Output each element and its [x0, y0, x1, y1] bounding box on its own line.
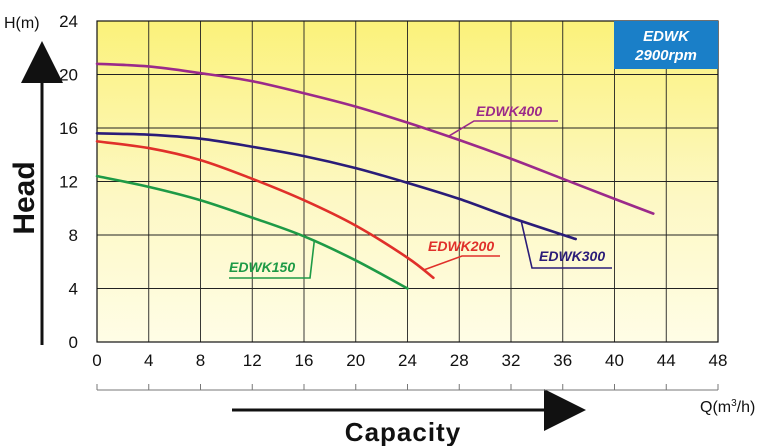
y-tick-label: 20	[59, 66, 78, 85]
badge-box	[614, 21, 718, 69]
series-line-edwk400	[95, 62, 655, 215]
x-tick-label: 20	[346, 351, 365, 370]
badge-line-2: 2900rpm	[634, 47, 697, 64]
x-tick-label: 36	[553, 351, 572, 370]
series-label-leader	[424, 255, 500, 271]
x-unit-label: Q(m3/h)	[700, 398, 755, 416]
series-labels: EDWK150 EDWK200 EDWK300 EDWK400	[229, 103, 612, 279]
y-tick-label: 16	[59, 119, 78, 138]
series-label-edwk300: EDWK300	[539, 248, 605, 264]
badge-line-1: EDWK	[643, 28, 690, 45]
series-label-edwk400: EDWK400	[476, 103, 542, 119]
model-badge: EDWK 2900rpm	[614, 21, 718, 69]
x-tick-label: 8	[196, 351, 205, 370]
series-label-leader	[520, 221, 612, 269]
x-tick-label: 48	[709, 351, 728, 370]
x-axis-label: Capacity	[345, 417, 461, 446]
x-tick-label: 12	[243, 351, 262, 370]
series-line-edwk150	[95, 174, 409, 290]
series-label-leader	[229, 240, 316, 279]
series-label-edwk200: EDWK200	[428, 238, 494, 254]
x-tick-label: 32	[502, 351, 521, 370]
x-tick-label: 24	[398, 351, 417, 370]
series-label-leader	[448, 120, 558, 137]
y-unit-label: H(m)	[4, 15, 40, 32]
series-line-edwk200	[95, 140, 435, 280]
x-tick-label: 40	[605, 351, 624, 370]
x-tick-label: 28	[450, 351, 469, 370]
x-scale-bar	[96, 384, 719, 391]
y-tick-label: 8	[69, 226, 78, 245]
series-label-edwk150: EDWK150	[229, 259, 295, 275]
x-tick-label: 0	[92, 351, 101, 370]
series-lines	[95, 62, 655, 290]
series-line-edwk300	[95, 132, 577, 241]
y-tick-label: 12	[59, 173, 78, 192]
plot-frame	[96, 20, 719, 343]
x-tick-labels: 0 4 8 12 16 20 24 28 32 36 40 44 48	[92, 351, 727, 370]
x-tick-label: 44	[657, 351, 676, 370]
y-tick-labels: 0 4 8 12 16 20 24	[59, 12, 78, 352]
y-tick-label: 24	[59, 12, 78, 31]
y-tick-label: 0	[69, 333, 78, 352]
x-tick-label: 4	[144, 351, 153, 370]
y-axis-label: Head	[8, 161, 41, 234]
x-tick-label: 16	[295, 351, 314, 370]
y-tick-label: 4	[69, 280, 78, 299]
